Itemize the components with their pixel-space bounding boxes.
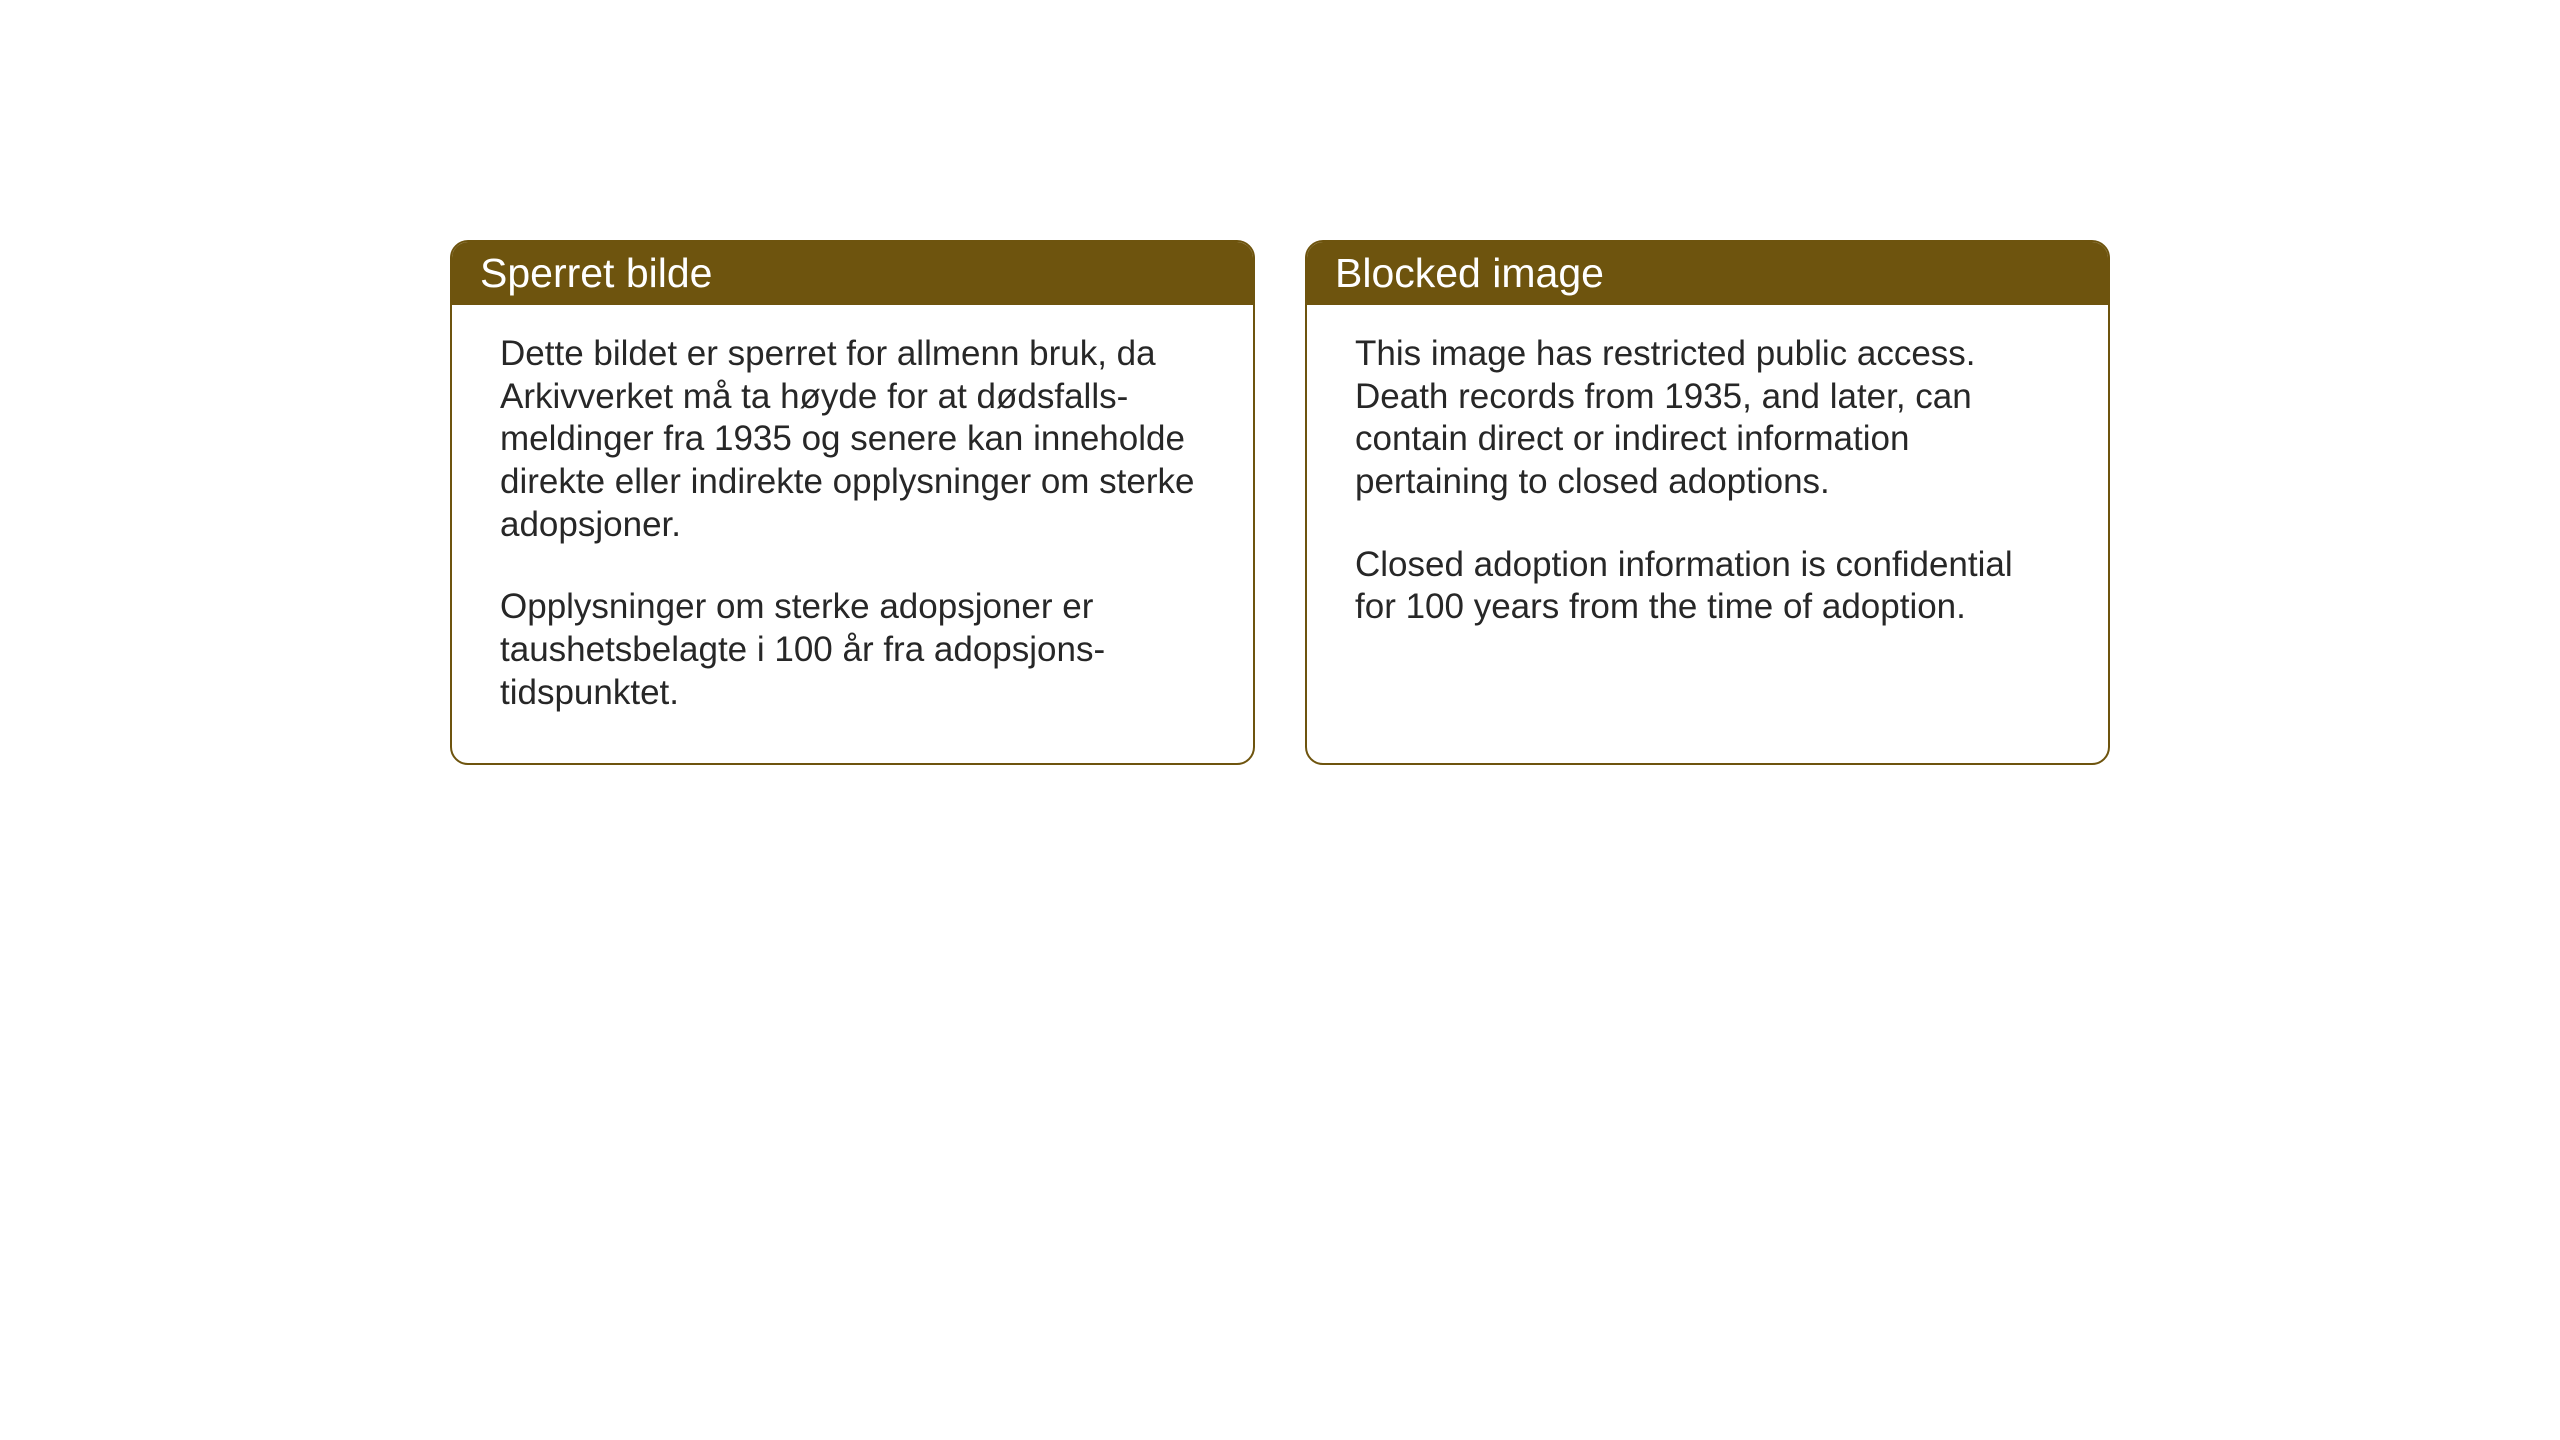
paragraph-text: Dette bildet er sperret for allmenn bruk… [500, 333, 1205, 546]
paragraph-text: Closed adoption information is confident… [1355, 544, 2060, 629]
panel-header-norwegian: Sperret bilde [452, 242, 1253, 305]
panel-body-norwegian: Dette bildet er sperret for allmenn bruk… [452, 305, 1253, 763]
panels-container: Sperret bilde Dette bildet er sperret fo… [450, 240, 2110, 765]
panel-header-english: Blocked image [1307, 242, 2108, 305]
panel-norwegian: Sperret bilde Dette bildet er sperret fo… [450, 240, 1255, 765]
paragraph-text: Opplysninger om sterke adopsjoner er tau… [500, 586, 1205, 714]
paragraph-text: This image has restricted public access.… [1355, 333, 2060, 504]
panel-english: Blocked image This image has restricted … [1305, 240, 2110, 765]
panel-body-english: This image has restricted public access.… [1307, 305, 2108, 677]
